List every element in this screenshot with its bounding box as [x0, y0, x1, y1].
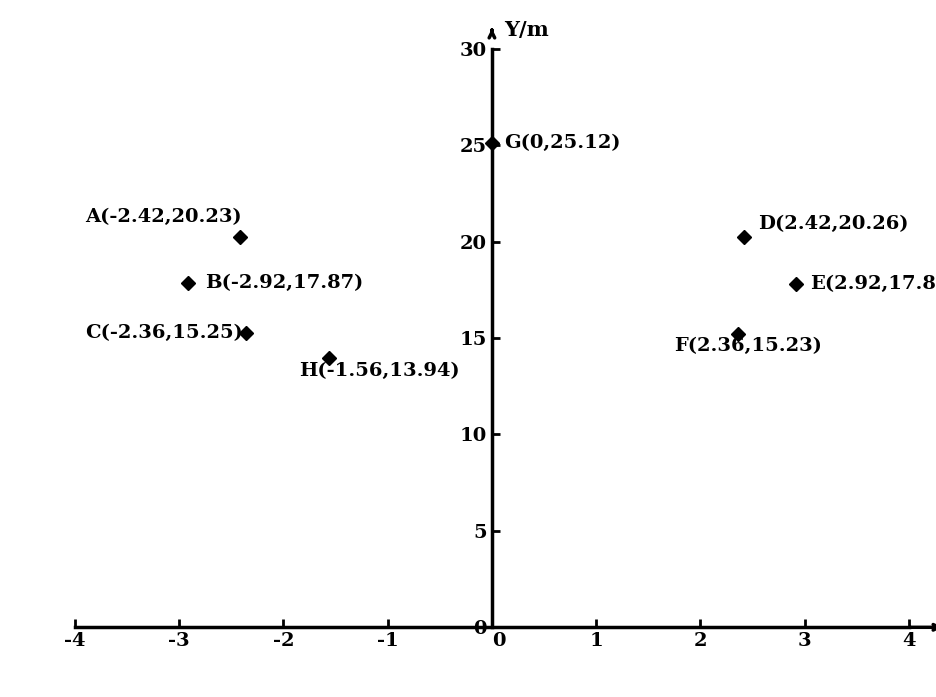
Text: D(2.42,20.26): D(2.42,20.26)	[757, 215, 907, 233]
Text: Y/m: Y/m	[504, 20, 548, 40]
Text: B(-2.92,17.87): B(-2.92,17.87)	[205, 274, 363, 292]
Text: F(2.36,15.23): F(2.36,15.23)	[674, 337, 822, 355]
Text: G(0,25.12): G(0,25.12)	[504, 134, 621, 152]
Text: H(-1.56,13.94): H(-1.56,13.94)	[299, 362, 460, 380]
Text: C(-2.36,15.25): C(-2.36,15.25)	[85, 324, 242, 342]
Text: A(-2.42,20.23): A(-2.42,20.23)	[85, 208, 241, 226]
Text: E(2.92,17.82): E(2.92,17.82)	[809, 275, 936, 293]
